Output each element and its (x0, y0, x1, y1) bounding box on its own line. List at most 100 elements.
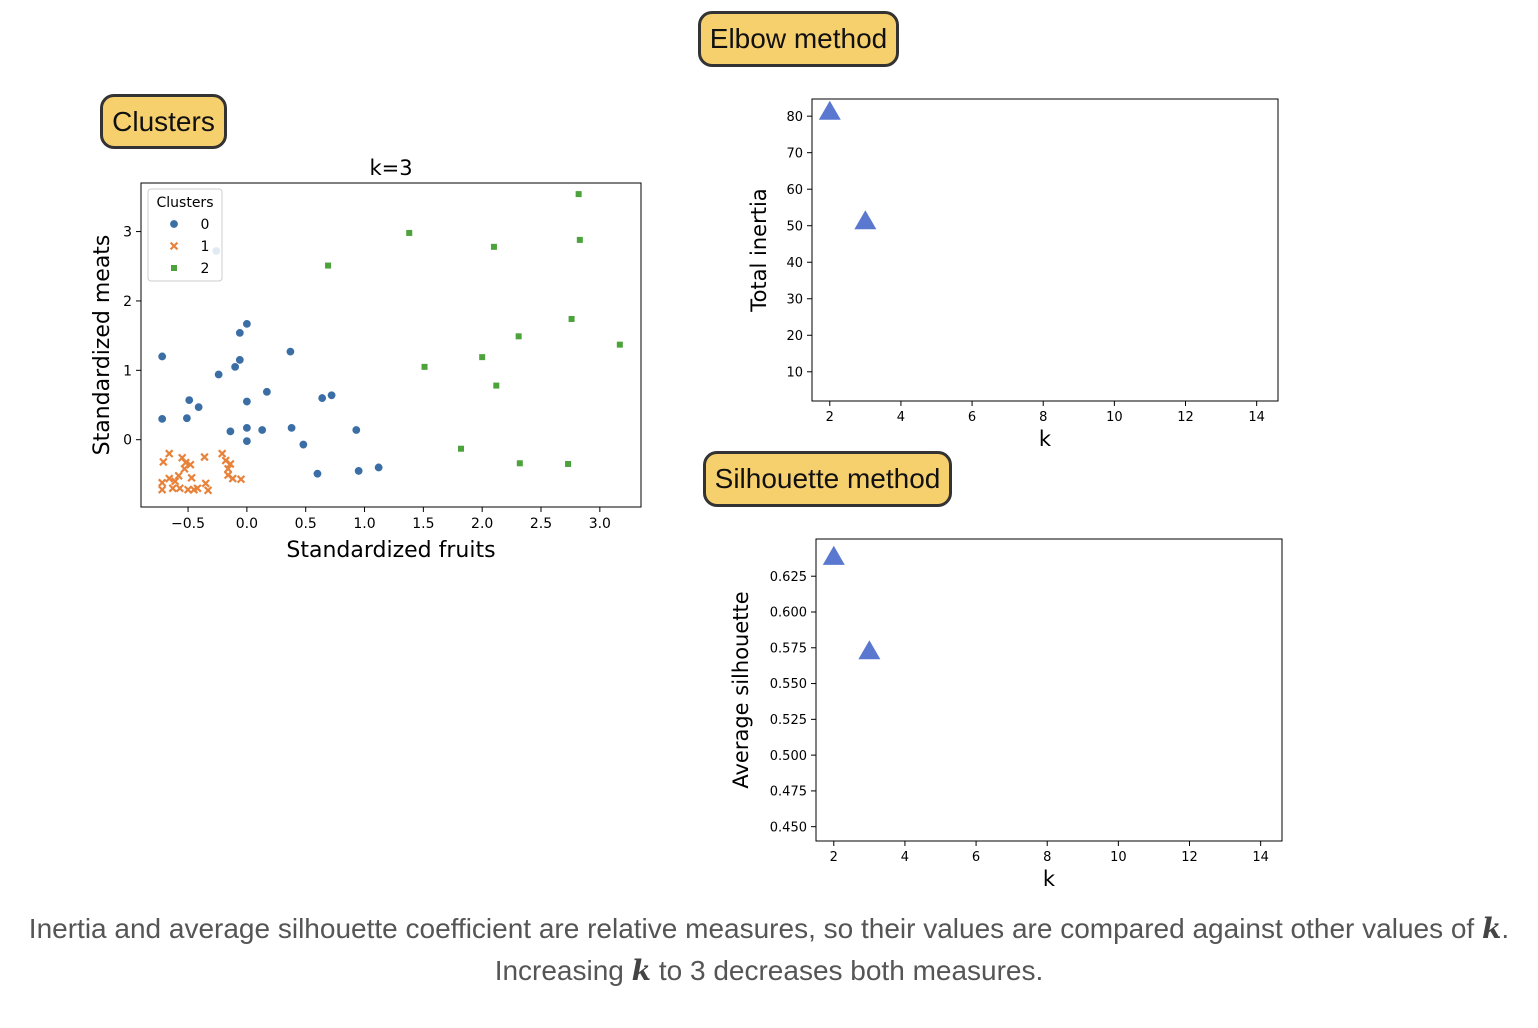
silhouette-point (858, 640, 881, 660)
cluster-0-point (327, 390, 337, 400)
cluster-1-point (168, 484, 177, 493)
clusters-chart: −0.5 0.0 0.5 1.0 1.5 2.0 2.5 3.0 0 1 2 3 Standardize… (90, 156, 642, 563)
cluster-1-point (170, 477, 180, 486)
cluster-0-point (225, 426, 235, 436)
x-tick-label: 6 (968, 410, 976, 425)
caption-k-2: k (631, 954, 652, 987)
silhouette-badge-label: Silhouette method (714, 463, 941, 494)
cluster-1-point (200, 452, 209, 462)
y-tick-label: 50 (786, 219, 803, 234)
y-tick-label: 0.525 (770, 713, 807, 728)
x-axis-label: Standardized fruits (286, 538, 495, 563)
y-tick-label: 0.475 (770, 785, 807, 800)
x-tick-label: 4 (901, 850, 909, 865)
cluster-0-point (242, 319, 252, 329)
cluster-0-point (184, 395, 194, 405)
cluster-1-point (165, 449, 174, 458)
cluster-0-point (285, 347, 295, 357)
cluster-1-point (193, 484, 202, 493)
elbow-badge-label: Elbow method (709, 23, 888, 54)
y-tick-label: 0.500 (770, 749, 807, 764)
cluster-0-point (354, 466, 364, 476)
y-axis-label: Standardized meats (90, 235, 115, 456)
legend-label-2: 2 (201, 261, 210, 277)
y-tick-label: 0 (123, 433, 132, 449)
cluster-0-point (312, 469, 322, 479)
cluster-1-point (187, 473, 196, 483)
cluster-1-point (226, 459, 235, 469)
cluster-0-point (235, 355, 245, 365)
x-tick-label: 1.0 (353, 516, 375, 532)
x-tick-label: 2.5 (530, 516, 552, 532)
cluster-2-point (493, 382, 500, 389)
y-tick-label: 0.600 (770, 606, 807, 621)
x-tick-label: 14 (1248, 410, 1265, 425)
cluster-2-point (616, 341, 623, 348)
cluster-1-point (236, 475, 246, 484)
x-tick-label: 2 (830, 850, 838, 865)
x-tick-label: 12 (1177, 410, 1194, 425)
x-tick-label: 0.0 (236, 516, 258, 532)
cluster-0-point (374, 462, 384, 472)
silhouette-method-badge: Silhouette method (703, 451, 952, 507)
x-tick-label: 2.0 (471, 516, 493, 532)
x-tick-label: 1.5 (412, 516, 434, 532)
cluster-1-point (180, 464, 189, 474)
elbow-chart: 2 4 6 8 10 12 14 10 20 30 40 50 60 70 80 k Total inertia (747, 98, 1279, 451)
chart-title: k=3 (369, 156, 412, 180)
cluster-0-point (257, 425, 267, 435)
x-tick-label: 4 (897, 410, 905, 425)
cluster-1-point (217, 449, 227, 458)
cluster-0-point (351, 425, 361, 435)
cluster-0-point (214, 369, 224, 379)
cluster-2-point (565, 460, 572, 467)
y-tick-label: 2 (123, 294, 132, 310)
cluster-2-point (421, 363, 428, 370)
x-tick-label: 12 (1181, 850, 1198, 865)
plot-frame (811, 98, 1279, 402)
y-tick-label: 20 (786, 329, 803, 344)
y-tick-label: 0.550 (770, 677, 807, 692)
x-axis-label: k (1039, 427, 1052, 451)
cluster-0-point (157, 351, 167, 361)
cluster-1-point (181, 458, 190, 467)
cluster-0-point (242, 397, 252, 407)
elbow-point (818, 100, 841, 120)
cluster-2-point (479, 354, 486, 361)
cluster-2-point (406, 229, 413, 236)
y-tick-label: 1 (123, 363, 132, 379)
cluster-1-point (175, 484, 185, 493)
cluster-2-point (516, 460, 523, 467)
x-tick-label: 3.0 (589, 516, 611, 532)
y-axis-label: Total inertia (747, 188, 771, 312)
cluster-0-point (230, 362, 240, 372)
legend-marker-2 (171, 265, 177, 271)
y-tick-label: 30 (786, 292, 803, 307)
cluster-2-point (576, 236, 583, 243)
cluster-1-point (203, 486, 213, 495)
elbow-point (854, 210, 877, 230)
y-tick-label: 0.575 (770, 641, 807, 656)
cluster-2-point (490, 243, 497, 250)
cluster-0-point (317, 393, 327, 403)
legend-marker-1 (169, 241, 179, 251)
silhouette-chart: 2 4 6 8 10 12 14 0.450 0.475 0.500 0.525 0.550 0.575… (729, 538, 1283, 891)
x-tick-label: 14 (1252, 850, 1269, 865)
cluster-1-point (165, 474, 174, 483)
y-tick-label: 0.450 (770, 820, 807, 835)
cluster-1-point (159, 457, 168, 467)
x-tick-label: 8 (1039, 410, 1047, 425)
x-tick-label: 2 (826, 410, 834, 425)
x-tick-label: 6 (972, 850, 980, 865)
cluster-2-point (575, 191, 582, 198)
x-tick-label: −0.5 (171, 516, 205, 532)
y-tick-label: 40 (786, 256, 803, 271)
cluster-0-point (242, 423, 252, 433)
cluster-0-point (235, 328, 245, 338)
clusters-badge: Clusters (100, 94, 227, 149)
cluster-0-point (298, 440, 308, 450)
cluster-1-point (201, 479, 210, 488)
cluster-2-point (325, 262, 332, 269)
legend-marker-0 (169, 219, 179, 229)
caption-text-2: . Increasing (494, 913, 1510, 986)
